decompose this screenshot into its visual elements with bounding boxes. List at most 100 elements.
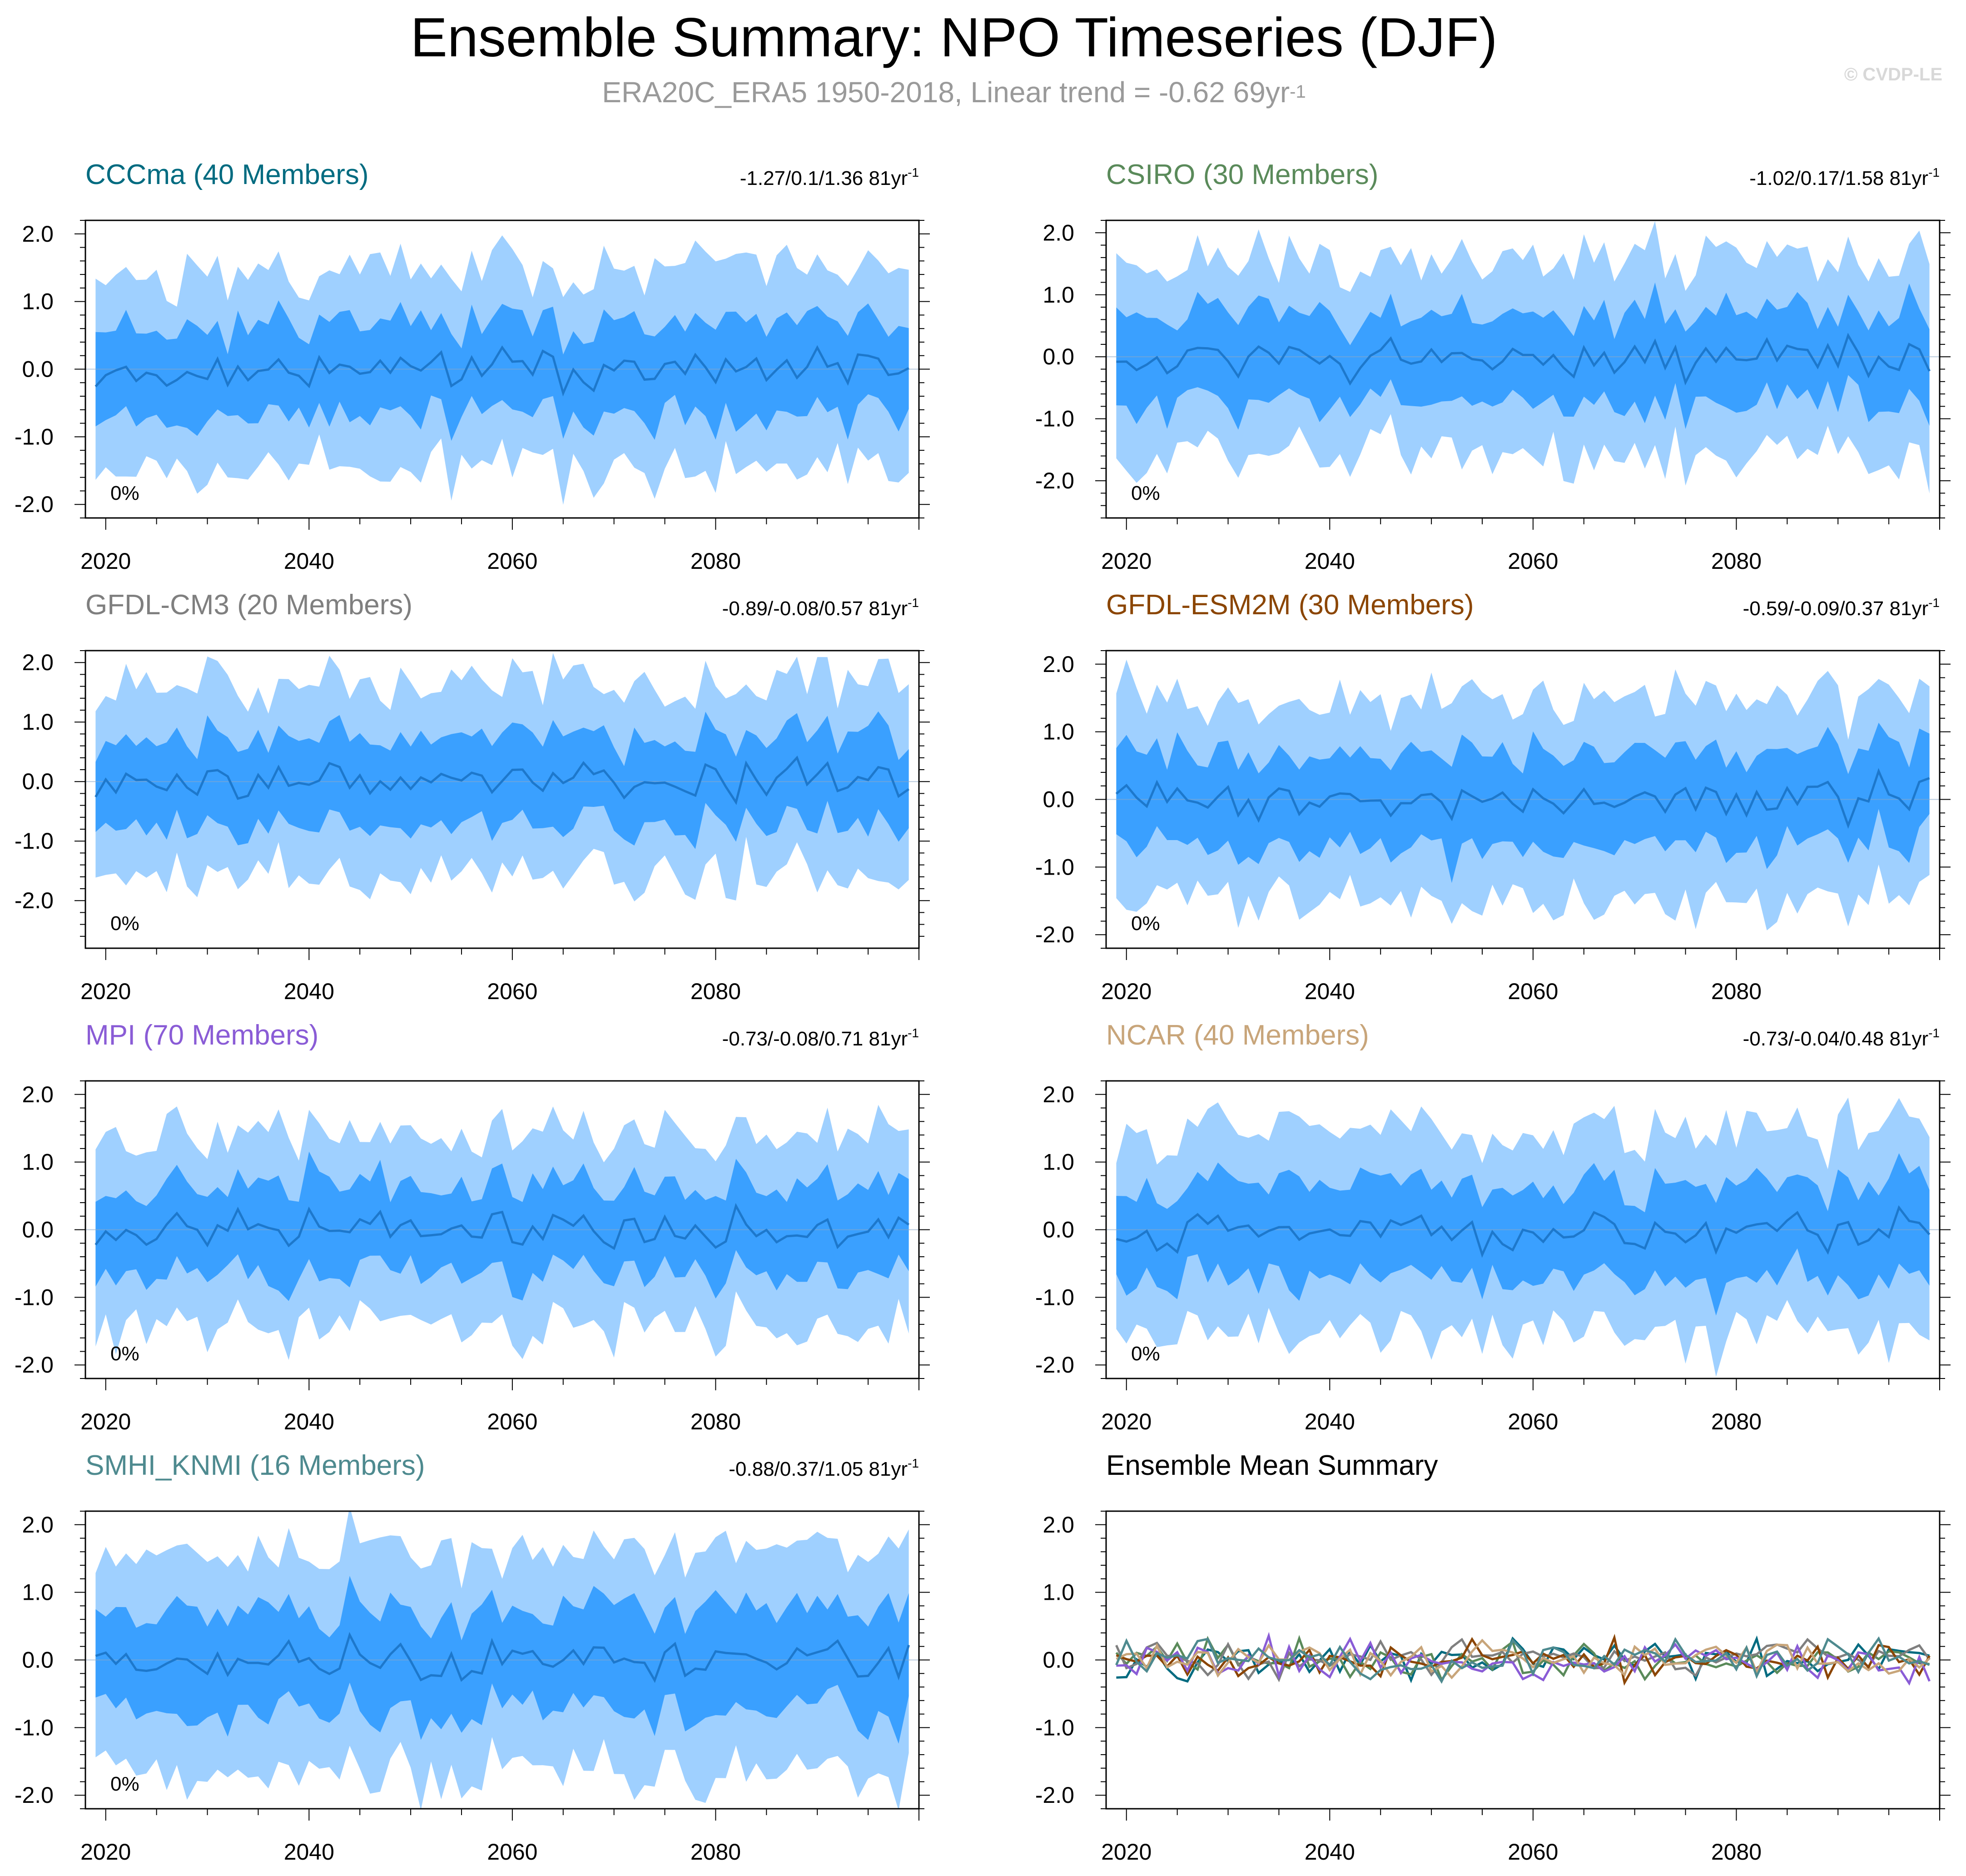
- y-tick-label: 0.0: [22, 769, 54, 794]
- x-tick-label: 2020: [80, 1839, 131, 1865]
- plot-area: [85, 235, 919, 505]
- x-tick-label: 2060: [487, 979, 537, 1004]
- y-tick-label: 0.0: [22, 1217, 54, 1243]
- copyright-label: © CVDP-LE: [1844, 65, 1942, 85]
- trend-label: -1.27/0.1/1.36 81yr-1: [740, 165, 919, 189]
- y-tick-label: 1.0: [1043, 282, 1074, 308]
- x-tick-label: 2040: [284, 979, 334, 1004]
- x-tick-label: 2060: [487, 1409, 537, 1434]
- ensemble-mean-line: [1115, 768, 1930, 829]
- x-tick-label: 2020: [80, 979, 131, 1004]
- x-tick-label: 2020: [80, 1409, 131, 1434]
- y-tick-label: 0.0: [22, 1647, 54, 1673]
- x-tick-label: 2020: [80, 548, 131, 574]
- y-tick-label: 2.0: [1043, 220, 1074, 245]
- chart-panel-2: CSIRO (30 Members) -1.02/0.17/1.58 81yr-1…: [1035, 159, 1951, 574]
- plot-area: [85, 653, 919, 901]
- panel-annotation: 0%: [110, 482, 139, 504]
- x-tick-label: 2020: [1101, 1409, 1152, 1434]
- y-tick-label: -1.0: [1035, 406, 1074, 432]
- panel-title: GFDL-ESM2M (30 Members): [1106, 589, 1474, 621]
- plot-frame: [84, 650, 920, 949]
- y-tick-label: 2.0: [22, 1512, 54, 1538]
- plot-area: [85, 1511, 919, 1809]
- subtitle-exponent: -1: [1290, 82, 1306, 102]
- x-tick-label: 2040: [284, 1409, 334, 1434]
- panel-title: MPI (70 Members): [85, 1020, 318, 1051]
- trend-label: -0.73/-0.08/0.71 81yr-1: [722, 1026, 919, 1050]
- panel-title: GFDL-CM3 (20 Members): [85, 589, 412, 621]
- y-tick-label: 1.0: [1043, 1580, 1074, 1605]
- trend-label: -0.89/-0.08/0.57 81yr-1: [722, 596, 919, 620]
- x-tick-label: 2080: [690, 548, 741, 574]
- y-tick-label: -1.0: [1035, 854, 1074, 880]
- y-tick-label: -2.0: [1035, 1352, 1074, 1378]
- iqr-band: [95, 300, 909, 441]
- x-tick-label: 2040: [1305, 1409, 1355, 1434]
- x-tick-label: 2060: [487, 1839, 537, 1865]
- panel-annotation: 0%: [1131, 912, 1160, 935]
- y-tick-label: 0.0: [1043, 1217, 1074, 1243]
- y-tick-label: -2.0: [1035, 1782, 1074, 1808]
- plot-area: [1106, 659, 1940, 931]
- panel-title: Ensemble Mean Summary: [1106, 1450, 1438, 1481]
- chart-panel-5: MPI (70 Members) -0.73/-0.08/0.71 81yr-1 0…: [15, 1020, 930, 1434]
- iqr-band: [1116, 722, 1930, 883]
- page-subtitle: ERA20C_ERA5 1950-2018, Linear trend = -0…: [0, 75, 1908, 109]
- iqr-band: [1116, 1153, 1930, 1316]
- x-tick-label: 2080: [1711, 548, 1762, 574]
- x-tick-label: 2040: [1305, 979, 1355, 1004]
- x-tick-label: 2080: [690, 1409, 741, 1434]
- series-line-smhi_knmi: [1115, 1636, 1930, 1684]
- panel-annotation: 0%: [1131, 482, 1160, 504]
- x-tick-label: 2040: [284, 548, 334, 574]
- y-tick-label: -1.0: [1035, 1715, 1074, 1740]
- x-tick-label: 2060: [1508, 548, 1558, 574]
- y-tick-label: -2.0: [15, 492, 54, 517]
- page-title: Ensemble Summary: NPO Timeseries (DJF): [410, 6, 1498, 68]
- x-tick-label: 2080: [1711, 1409, 1762, 1434]
- ensemble-mean-line: [94, 345, 909, 397]
- trend-label: -0.88/0.37/1.05 81yr-1: [729, 1456, 919, 1480]
- ensemble-mean-line: [94, 756, 910, 805]
- trend-label: -0.59/-0.09/0.37 81yr-1: [1743, 596, 1940, 620]
- ensemble-mean-line: [95, 1632, 910, 1683]
- x-tick-label: 2060: [1508, 1839, 1558, 1865]
- panel-title: SMHI_KNMI (16 Members): [85, 1450, 425, 1481]
- plot-area: [1106, 221, 1940, 494]
- chart-panel-6: NCAR (40 Members) -0.73/-0.04/0.48 81yr-1…: [1035, 1020, 1951, 1434]
- y-tick-label: 2.0: [22, 221, 54, 247]
- subtitle-text: ERA20C_ERA5 1950-2018, Linear trend = -0…: [602, 76, 1290, 109]
- chart-panel-3: GFDL-CM3 (20 Members) -0.89/-0.08/0.57 81…: [15, 589, 930, 1004]
- x-tick-label: 2020: [1101, 548, 1152, 574]
- y-tick-label: 1.0: [22, 1149, 54, 1175]
- trend-label: -1.02/0.17/1.58 81yr-1: [1749, 165, 1940, 189]
- y-tick-label: 0.0: [1043, 344, 1074, 369]
- panel-annotation: 0%: [110, 912, 139, 935]
- y-tick-label: 2.0: [1043, 652, 1074, 677]
- x-tick-label: 2020: [1101, 979, 1152, 1004]
- panel-annotation: 0%: [110, 1343, 139, 1365]
- chart-panel-8: Ensemble Mean Summary 2.0 1.0 0.0 -1.0 -2.0 20…: [1035, 1450, 1951, 1865]
- x-tick-label: 2020: [1101, 1839, 1152, 1865]
- chart-panel-4: GFDL-ESM2M (30 Members) -0.59/-0.09/0.37 …: [1035, 589, 1951, 1004]
- trend-label: -0.73/-0.04/0.48 81yr-1: [1743, 1026, 1940, 1050]
- y-tick-label: -1.0: [15, 828, 54, 854]
- ensemble-mean-line: [1116, 333, 1931, 386]
- panel-title: CSIRO (30 Members): [1106, 159, 1378, 190]
- y-tick-label: 0.0: [22, 357, 54, 382]
- y-tick-label: -2.0: [1035, 468, 1074, 493]
- y-tick-label: -1.0: [15, 424, 54, 449]
- y-tick-label: 2.0: [1043, 1512, 1074, 1538]
- x-tick-label: 2060: [1508, 1409, 1558, 1434]
- y-tick-label: -1.0: [1035, 1284, 1074, 1310]
- x-tick-label: 2040: [1305, 548, 1355, 574]
- y-tick-label: 2.0: [22, 650, 54, 675]
- plot-area: [1115, 1632, 1931, 1686]
- x-tick-label: 2040: [1305, 1839, 1355, 1865]
- chart-panel-7: SMHI_KNMI (16 Members) -0.88/0.37/1.05 81…: [15, 1450, 930, 1865]
- ensemble-mean-line: [1116, 1205, 1931, 1258]
- y-tick-label: -2.0: [1035, 922, 1074, 947]
- panel-annotation: 0%: [1131, 1343, 1160, 1365]
- x-tick-label: 2080: [1711, 1839, 1762, 1865]
